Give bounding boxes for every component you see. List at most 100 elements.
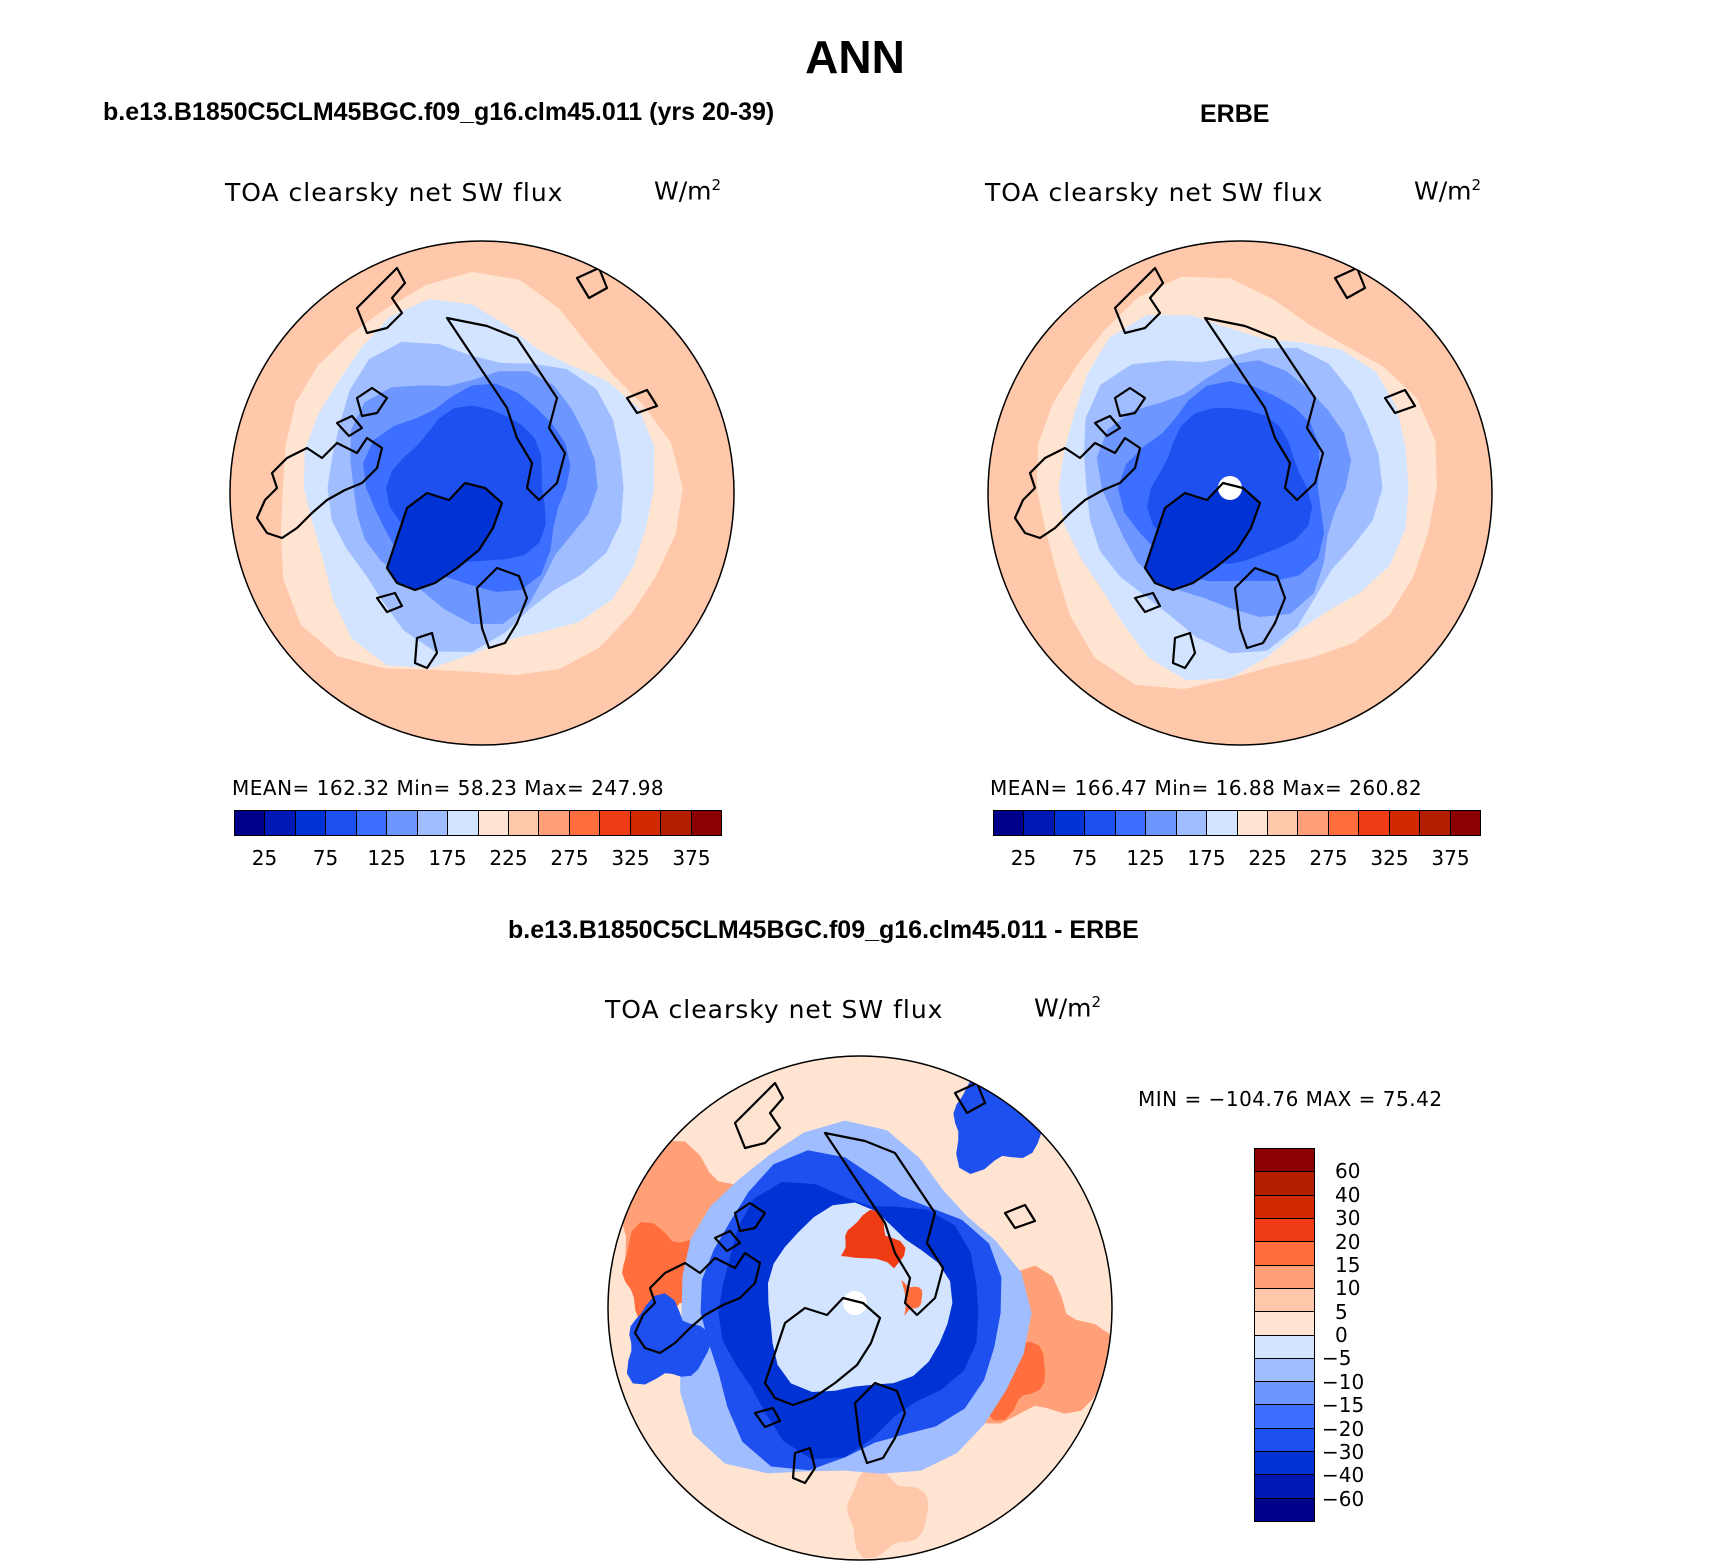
colorbar-obs-swatch <box>1176 811 1208 835</box>
colorbar-model-swatch <box>387 811 418 835</box>
field <box>988 241 1492 745</box>
pole-hole <box>1218 476 1242 500</box>
colorbar-diff-swatch <box>1255 1334 1314 1358</box>
colorbar-diff-tick-label: −20 <box>1322 1416 1365 1441</box>
colorbar-diff-swatch <box>1255 1427 1314 1452</box>
colorbar-model-tick-label: 175 <box>428 846 467 870</box>
colorbar-obs-tick-label: 375 <box>1431 846 1470 870</box>
colorbar-model-swatch <box>508 811 540 835</box>
colorbar-diff-swatch <box>1255 1264 1314 1288</box>
colorbar-model-tick-label: 25 <box>251 846 278 870</box>
colorbar-model <box>234 810 722 836</box>
colorbar-diff-swatch <box>1255 1287 1314 1312</box>
coastline <box>625 388 659 415</box>
panel-diff-variable: TOA clearsky net SW flux <box>605 995 944 1024</box>
field-band <box>953 1068 1046 1174</box>
colorbar-obs-tick-label: 225 <box>1248 846 1287 870</box>
colorbar-model-swatch <box>691 811 721 835</box>
colorbar-obs <box>993 810 1481 836</box>
colorbar-diff-tick-label: 10 <box>1335 1276 1361 1301</box>
panel-model-stats: MEAN= 162.32 Min= 58.23 Max= 247.98 <box>232 776 665 800</box>
map-diff <box>607 1055 1113 1561</box>
coastline <box>1093 414 1122 438</box>
field-band <box>847 1466 929 1559</box>
colorbar-diff-swatch <box>1255 1357 1314 1382</box>
colorbar-model-swatch <box>448 811 479 835</box>
colorbar-diff-tick-label: 30 <box>1335 1206 1361 1231</box>
coastlines <box>255 266 659 670</box>
panel-model-units: W/m2 <box>654 176 722 206</box>
colorbar-model-tick-label: 225 <box>489 846 528 870</box>
coastline <box>385 481 504 592</box>
colorbar-diff-swatch <box>1255 1217 1314 1242</box>
coastline <box>733 1201 767 1233</box>
colorbar-diff-swatch <box>1255 1149 1314 1172</box>
colorbar-obs-swatch <box>1054 811 1086 835</box>
panel-obs-title: ERBE <box>1200 100 1270 128</box>
colorbar-diff-swatch <box>1255 1474 1314 1498</box>
coastline <box>1333 266 1367 300</box>
colorbar-obs-swatch <box>1085 811 1116 835</box>
colorbar-obs-swatch <box>1207 811 1238 835</box>
coastline <box>335 414 364 438</box>
field <box>230 241 734 745</box>
map-obs <box>987 240 1493 746</box>
colorbar-obs-swatch <box>1328 811 1360 835</box>
colorbar-model-swatch <box>417 811 449 835</box>
colorbar-model-swatch <box>661 811 692 835</box>
coastline <box>1113 386 1147 418</box>
coastline <box>791 1446 817 1485</box>
coastline <box>823 1131 945 1317</box>
coastline <box>1113 266 1165 335</box>
coastline <box>1003 1203 1037 1230</box>
colorbar-diff-tick-label: 0 <box>1335 1323 1348 1347</box>
colorbar-obs-swatch <box>1420 811 1451 835</box>
colorbar-model-swatch <box>356 811 388 835</box>
colorbar-obs-swatch <box>1298 811 1329 835</box>
colorbar-diff-tick-label: −60 <box>1322 1486 1365 1511</box>
colorbar-diff-tick-label: 60 <box>1335 1159 1361 1184</box>
coastline <box>355 266 407 335</box>
colorbar-diff-swatch <box>1255 1311 1314 1335</box>
field <box>608 1056 1112 1560</box>
colorbar-obs-swatch <box>1237 811 1268 835</box>
panel-obs-units: W/m2 <box>1414 176 1482 206</box>
colorbar-model-swatch <box>630 811 662 835</box>
coastline <box>445 316 567 502</box>
coastline <box>413 631 439 670</box>
coastline <box>763 1296 882 1407</box>
colorbar-obs-tick-label: 125 <box>1126 846 1165 870</box>
coastline <box>1013 436 1142 540</box>
colorbar-obs-swatch <box>1146 811 1177 835</box>
colorbar-diff-swatch <box>1255 1194 1314 1218</box>
coastlines <box>1013 266 1417 670</box>
colorbar-model-swatch <box>265 811 296 835</box>
colorbar-model-swatch <box>539 811 570 835</box>
colorbar-model-tick-label: 325 <box>611 846 650 870</box>
colorbar-obs-tick-label: 275 <box>1309 846 1348 870</box>
coastline <box>375 591 404 614</box>
colorbar-diff-swatch <box>1255 1381 1314 1405</box>
panel-diff-stats: MIN = −104.76 MAX = 75.42 <box>1138 1087 1443 1111</box>
panel-diff-units: W/m2 <box>1034 993 1102 1023</box>
colorbar-obs-swatch <box>1389 811 1421 835</box>
page-title: ANN <box>805 31 905 83</box>
map-model <box>229 240 735 746</box>
coastline <box>733 1081 785 1150</box>
coastline <box>355 386 389 418</box>
colorbar-obs-tick-label: 25 <box>1010 846 1037 870</box>
colorbar-model-tick-label: 125 <box>367 846 406 870</box>
coastline <box>753 1406 782 1429</box>
colorbar-diff-tick-label: −40 <box>1322 1463 1365 1488</box>
map-border <box>229 240 735 746</box>
colorbar-model-swatch <box>295 811 327 835</box>
colorbar-obs-swatch <box>1024 811 1055 835</box>
panel-obs-variable: TOA clearsky net SW flux <box>985 178 1324 207</box>
colorbar-obs-tick-label: 325 <box>1370 846 1409 870</box>
colorbar-diff-tick-label: 15 <box>1335 1252 1361 1277</box>
panel-diff-title: b.e13.B1850C5CLM45BGC.f09_g16.clm45.011 … <box>508 916 1139 944</box>
coastline <box>1143 481 1262 592</box>
coastline <box>633 1251 762 1355</box>
colorbar-model-tick-label: 375 <box>672 846 711 870</box>
map-border <box>987 240 1493 746</box>
